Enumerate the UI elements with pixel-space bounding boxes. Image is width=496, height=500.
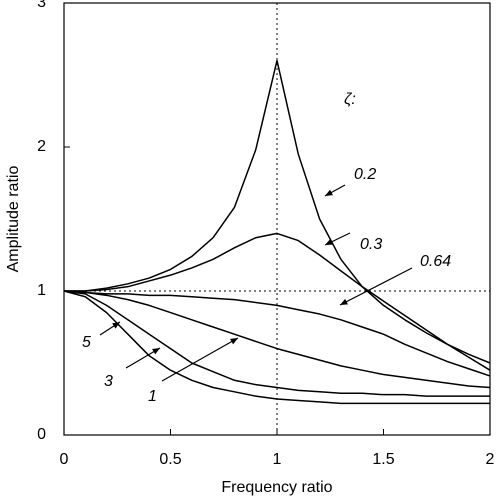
y-tick-label: 1 [37,282,46,299]
annotation: ζ: [344,91,356,108]
curve [63,290,490,397]
x-axis-title: Frequency ratio [221,479,332,496]
label-arrow [161,337,239,382]
x-tick-label: 2 [486,451,495,468]
y-tick-label: 0 [37,426,46,443]
arrow-head [230,338,238,345]
x-tick-label: 0.5 [159,451,181,468]
curve-label: 0.2 [354,166,376,183]
x-tick-label: 1 [273,451,282,468]
curve [63,290,491,389]
curve-label: 0.3 [360,236,382,253]
curve [63,290,491,377]
curve [64,59,491,364]
x-tick-label: 0 [60,451,69,468]
curve-label: 3 [104,373,113,390]
curve-label: 0.64 [420,253,451,270]
arrow-head [340,298,348,305]
arrow-head [325,239,333,245]
y-tick-label: 3 [37,0,46,11]
y-tick-label: 2 [37,138,46,155]
y-axis-title: Amplitude ratio [5,166,22,273]
curve-label: 1 [148,388,157,405]
label-arrow [339,267,413,306]
curve-label: 5 [82,334,91,351]
x-tick-label: 1.5 [372,451,394,468]
curve [63,290,490,405]
curve [64,232,491,371]
arrow-head [152,348,160,355]
arrow-head [325,189,333,196]
arrow-head [112,322,120,329]
